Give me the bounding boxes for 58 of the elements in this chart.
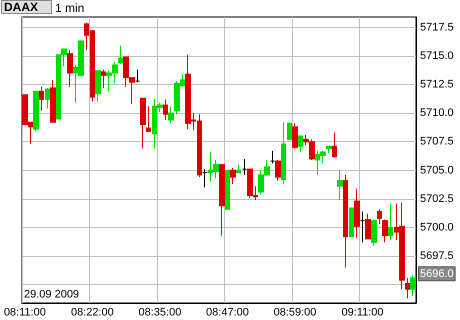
x-tick-label: 08:47:00 bbox=[206, 306, 249, 318]
y-tick-label: 5700.0 bbox=[420, 221, 454, 234]
candlestick bbox=[225, 170, 230, 210]
candlestick bbox=[410, 275, 416, 297]
candlestick bbox=[388, 202, 393, 241]
candlestick bbox=[332, 132, 337, 158]
candlestick bbox=[298, 135, 303, 152]
candlestick bbox=[377, 208, 382, 225]
candlestick bbox=[118, 45, 123, 64]
candlestick bbox=[146, 106, 151, 132]
x-tick-label: 08:35:00 bbox=[138, 306, 182, 318]
annotation: 29.09 2009 bbox=[24, 288, 80, 300]
x-tick-label: 09:11:00 bbox=[342, 306, 384, 318]
candlestick bbox=[101, 69, 106, 88]
candlestick bbox=[371, 218, 377, 246]
candlestick bbox=[337, 170, 343, 201]
candlestick bbox=[275, 160, 281, 182]
candlestick bbox=[326, 146, 332, 154]
candlestick bbox=[202, 168, 208, 188]
candlestick bbox=[33, 90, 39, 132]
y-tick-label: 5712.5 bbox=[420, 78, 454, 90]
candlestick bbox=[360, 210, 365, 243]
candlestick bbox=[270, 150, 275, 164]
candlestick bbox=[382, 218, 388, 243]
candlestick bbox=[39, 86, 44, 112]
y-tick-label: 5697.5 bbox=[420, 250, 454, 262]
candlestick bbox=[365, 213, 371, 240]
candlestick bbox=[168, 106, 174, 124]
candlestick bbox=[236, 164, 241, 174]
candlestick bbox=[50, 79, 56, 123]
candlestick bbox=[242, 158, 247, 176]
candlestick bbox=[405, 277, 410, 299]
candlestick bbox=[354, 188, 360, 238]
candlestick bbox=[281, 122, 286, 185]
candlestick bbox=[45, 87, 50, 110]
chart-title: DAAX bbox=[4, 0, 38, 14]
x-tick-label: 08:22:00 bbox=[70, 306, 114, 318]
candlestick bbox=[292, 122, 298, 150]
chart-subtitle: 1 min bbox=[55, 1, 84, 15]
y-tick-label: 5705.0 bbox=[420, 164, 454, 176]
y-tick-label: 5707.5 bbox=[420, 136, 454, 148]
y-tick-label: 5715.0 bbox=[420, 50, 454, 62]
candlestick bbox=[287, 122, 292, 140]
y-tick-label: 5717.5 bbox=[420, 21, 454, 34]
candlestick bbox=[140, 98, 146, 150]
candlestick bbox=[230, 168, 236, 185]
x-tick-label: 08:11:00 bbox=[4, 306, 46, 318]
y-tick-label: 5710.0 bbox=[420, 107, 454, 120]
x-tick-label: 08:59:00 bbox=[274, 306, 316, 318]
candlestick bbox=[67, 50, 73, 88]
candlestick bbox=[163, 98, 168, 120]
candlestick bbox=[135, 69, 140, 83]
candlestick bbox=[95, 70, 101, 102]
annotation: 5696.0 bbox=[420, 268, 454, 280]
candlestick bbox=[343, 174, 348, 268]
candlestick bbox=[349, 208, 354, 238]
candlestick bbox=[219, 164, 225, 236]
y-tick-label: 5702.5 bbox=[420, 192, 454, 205]
